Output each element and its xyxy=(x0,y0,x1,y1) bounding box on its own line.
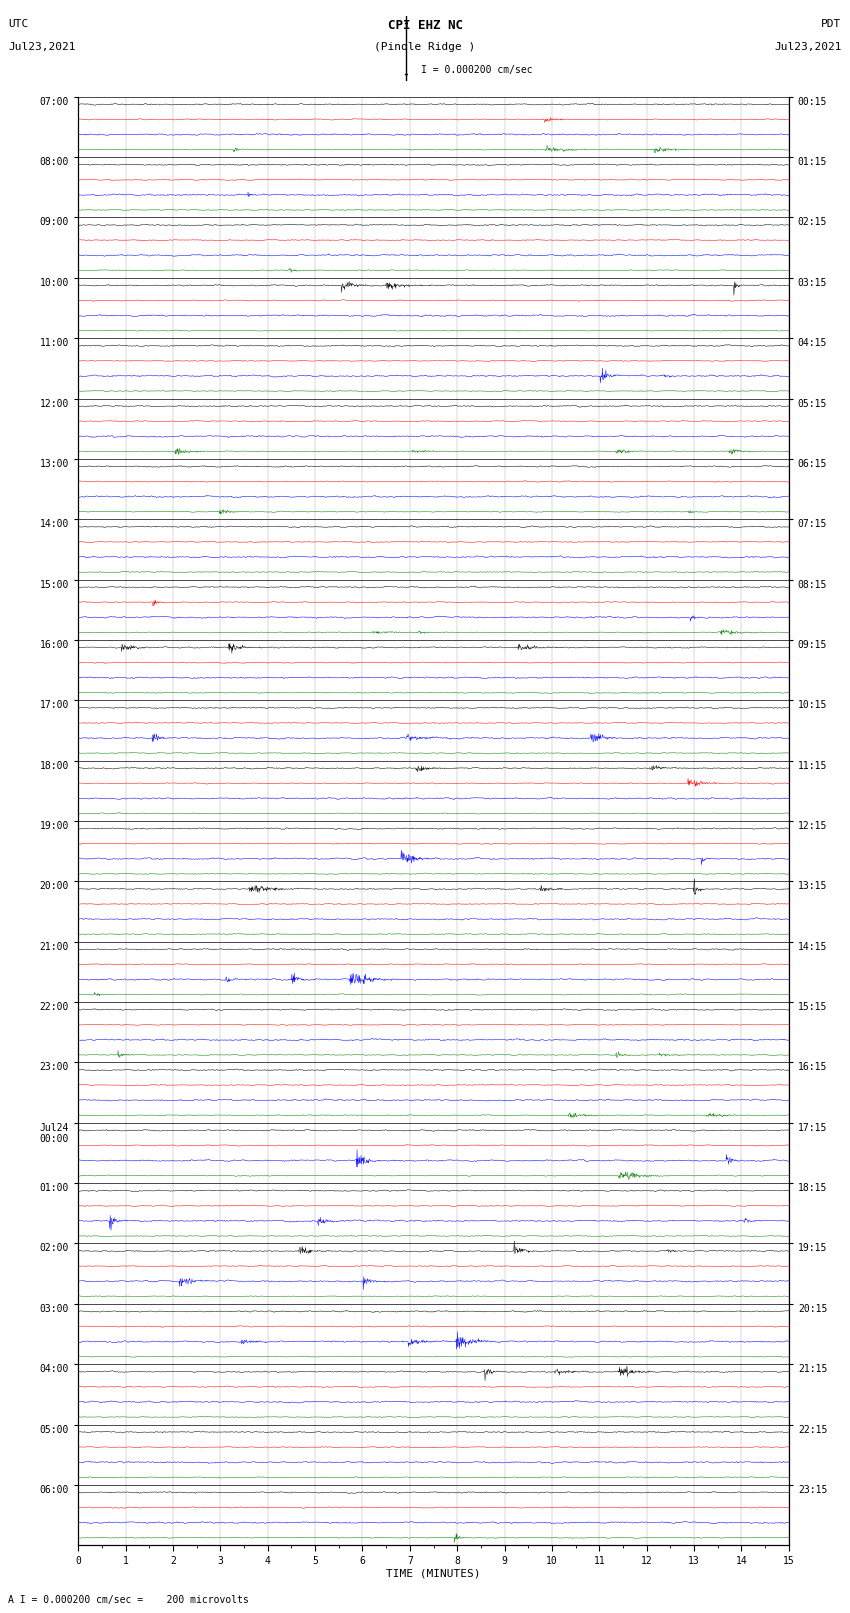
Text: CPI EHZ NC: CPI EHZ NC xyxy=(388,19,462,32)
Text: Jul23,2021: Jul23,2021 xyxy=(8,42,76,52)
Text: (Pinole Ridge ): (Pinole Ridge ) xyxy=(374,42,476,52)
Text: PDT: PDT xyxy=(821,19,842,29)
Text: I = 0.000200 cm/sec: I = 0.000200 cm/sec xyxy=(421,65,532,74)
Text: Jul23,2021: Jul23,2021 xyxy=(774,42,842,52)
Text: A I = 0.000200 cm/sec =    200 microvolts: A I = 0.000200 cm/sec = 200 microvolts xyxy=(8,1595,249,1605)
X-axis label: TIME (MINUTES): TIME (MINUTES) xyxy=(386,1568,481,1579)
Text: UTC: UTC xyxy=(8,19,29,29)
